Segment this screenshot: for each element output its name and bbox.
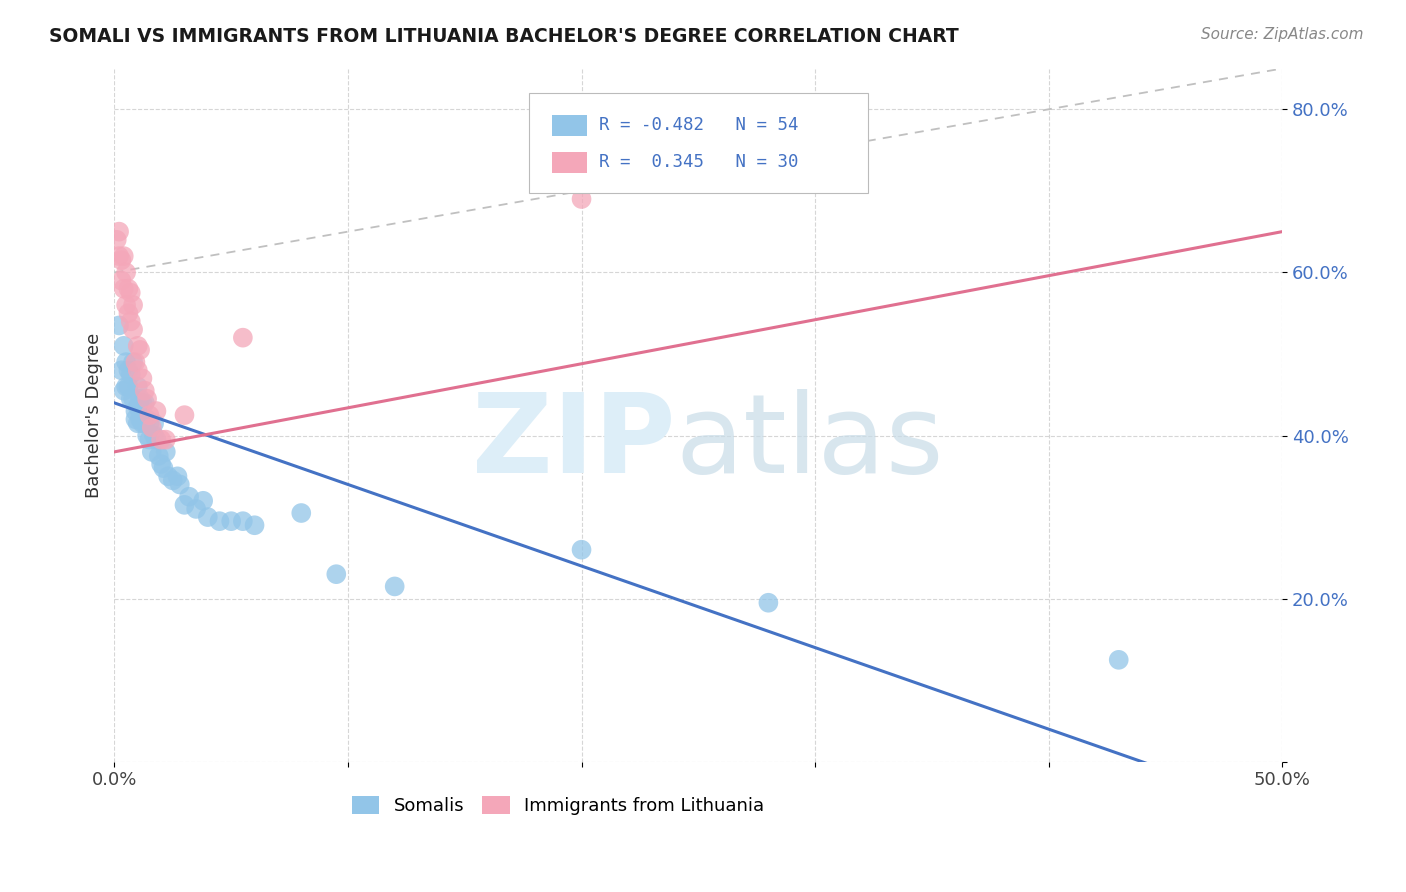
- Point: [120, 285, 142, 300]
- Point: [384, 579, 406, 593]
- Point: [197, 510, 219, 524]
- Legend: Somalis, Immigrants from Lithuania: Somalis, Immigrants from Lithuania: [353, 796, 763, 815]
- Text: R = -0.482   N = 54: R = -0.482 N = 54: [599, 116, 799, 135]
- Point: [124, 355, 146, 369]
- Point: [162, 474, 184, 488]
- Point: [112, 339, 135, 353]
- Point: [127, 417, 149, 431]
- FancyBboxPatch shape: [553, 115, 588, 136]
- Point: [155, 433, 177, 447]
- Point: [186, 502, 208, 516]
- Point: [157, 469, 180, 483]
- Point: [127, 363, 149, 377]
- Point: [136, 392, 159, 406]
- Point: [571, 192, 593, 206]
- Point: [129, 343, 152, 357]
- Point: [134, 417, 156, 431]
- Point: [124, 404, 146, 418]
- Text: atlas: atlas: [675, 390, 943, 496]
- Point: [112, 384, 135, 398]
- Point: [120, 314, 142, 328]
- Point: [134, 384, 156, 398]
- Text: ZIP: ZIP: [471, 390, 675, 496]
- Point: [155, 445, 177, 459]
- Point: [117, 363, 139, 377]
- Text: R =  0.345   N = 30: R = 0.345 N = 30: [599, 153, 799, 171]
- Point: [1108, 653, 1130, 667]
- Point: [150, 433, 173, 447]
- Point: [122, 322, 145, 336]
- Point: [571, 542, 593, 557]
- Point: [166, 469, 188, 483]
- Point: [108, 225, 131, 239]
- Point: [112, 282, 135, 296]
- Point: [179, 490, 201, 504]
- Point: [191, 493, 214, 508]
- Point: [138, 433, 160, 447]
- Text: Source: ZipAtlas.com: Source: ZipAtlas.com: [1201, 27, 1364, 42]
- Point: [145, 433, 167, 447]
- Point: [148, 449, 170, 463]
- Point: [150, 457, 173, 471]
- Point: [110, 253, 132, 268]
- Point: [131, 417, 153, 431]
- Point: [232, 514, 254, 528]
- Point: [112, 249, 135, 263]
- Point: [758, 596, 780, 610]
- Point: [110, 363, 132, 377]
- Point: [232, 331, 254, 345]
- Point: [105, 233, 128, 247]
- Y-axis label: Bachelor's Degree: Bachelor's Degree: [86, 333, 103, 498]
- Point: [115, 379, 138, 393]
- Point: [117, 379, 139, 393]
- Point: [115, 298, 138, 312]
- Point: [108, 249, 131, 263]
- Point: [117, 306, 139, 320]
- Point: [131, 371, 153, 385]
- Point: [129, 412, 152, 426]
- Point: [108, 318, 131, 333]
- Text: SOMALI VS IMMIGRANTS FROM LITHUANIA BACHELOR'S DEGREE CORRELATION CHART: SOMALI VS IMMIGRANTS FROM LITHUANIA BACH…: [49, 27, 959, 45]
- Point: [208, 514, 231, 528]
- Point: [138, 417, 160, 431]
- Point: [152, 461, 174, 475]
- Point: [110, 274, 132, 288]
- Point: [138, 408, 160, 422]
- Point: [120, 392, 142, 406]
- Point: [243, 518, 266, 533]
- Point: [129, 392, 152, 406]
- Point: [122, 355, 145, 369]
- Point: [173, 408, 195, 422]
- FancyBboxPatch shape: [553, 152, 588, 172]
- Point: [122, 298, 145, 312]
- Point: [115, 355, 138, 369]
- Point: [145, 404, 167, 418]
- Point: [136, 412, 159, 426]
- Point: [143, 428, 166, 442]
- Point: [127, 339, 149, 353]
- Point: [143, 417, 166, 431]
- Point: [169, 477, 191, 491]
- Point: [115, 265, 138, 279]
- Point: [141, 445, 163, 459]
- Point: [219, 514, 242, 528]
- Point: [173, 498, 195, 512]
- Point: [134, 396, 156, 410]
- Point: [325, 567, 347, 582]
- Point: [290, 506, 312, 520]
- Point: [124, 412, 146, 426]
- Point: [117, 282, 139, 296]
- Point: [141, 420, 163, 434]
- FancyBboxPatch shape: [529, 93, 868, 194]
- Point: [120, 368, 142, 382]
- Point: [127, 400, 149, 414]
- Point: [136, 428, 159, 442]
- Point: [127, 379, 149, 393]
- Point: [122, 392, 145, 406]
- Point: [131, 396, 153, 410]
